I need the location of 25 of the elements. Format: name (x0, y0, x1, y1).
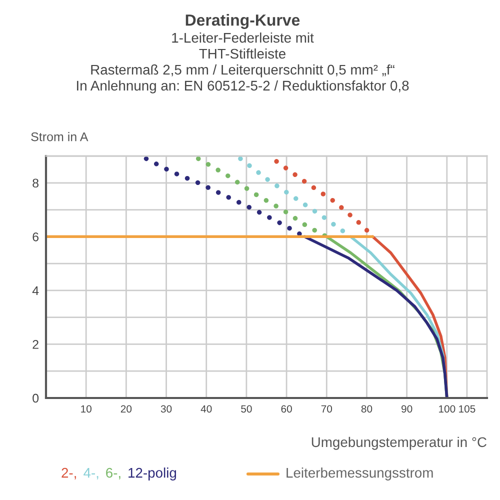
text: 2-, (62, 468, 76, 480)
x-tick-label: 20 (120, 405, 132, 413)
y-tick-label: 0 (32, 394, 39, 403)
legend-label: Leiterbemessungsstrom (286, 468, 433, 480)
x-tick-label: 80 (361, 405, 372, 413)
x-tick-label: 40 (200, 405, 212, 413)
y-tick-label: 8 (32, 178, 39, 188)
text: 4-, (84, 468, 98, 480)
chart-subtitle: 1-Leiter-Federleiste mit THT-Stiftleiste Rastermaß 2,5 mm / Leiterquerschnitt 0,5 mm² „f“ In Anlehnung an: EN 60512-5-2 / Reduktionsfaktor 0,8 (77, 32, 409, 94)
text: 12-polig (128, 468, 176, 480)
x-tick-label: 50 (241, 405, 252, 413)
x-tick-label: 30 (160, 405, 172, 413)
x-axis-title: Umgebungstemperatur in °C (312, 436, 486, 450)
x-tick-label: 10 (81, 405, 92, 413)
chart-title: Derating-Kurve (186, 14, 300, 29)
x-tick-label: 90 (402, 405, 412, 413)
y-tick-label: 4 (32, 286, 39, 295)
y-tick-label: 2 (32, 340, 38, 349)
y-axis-title: Strom in A (31, 132, 88, 142)
x-tick-label: 105 (459, 405, 476, 413)
x-tick-label: 60 (281, 405, 292, 413)
x-tick-label: 100 (439, 405, 456, 413)
y-tick-label: 6 (32, 232, 39, 242)
text: 6-, (106, 468, 120, 480)
x-tick-label: 70 (321, 405, 332, 413)
